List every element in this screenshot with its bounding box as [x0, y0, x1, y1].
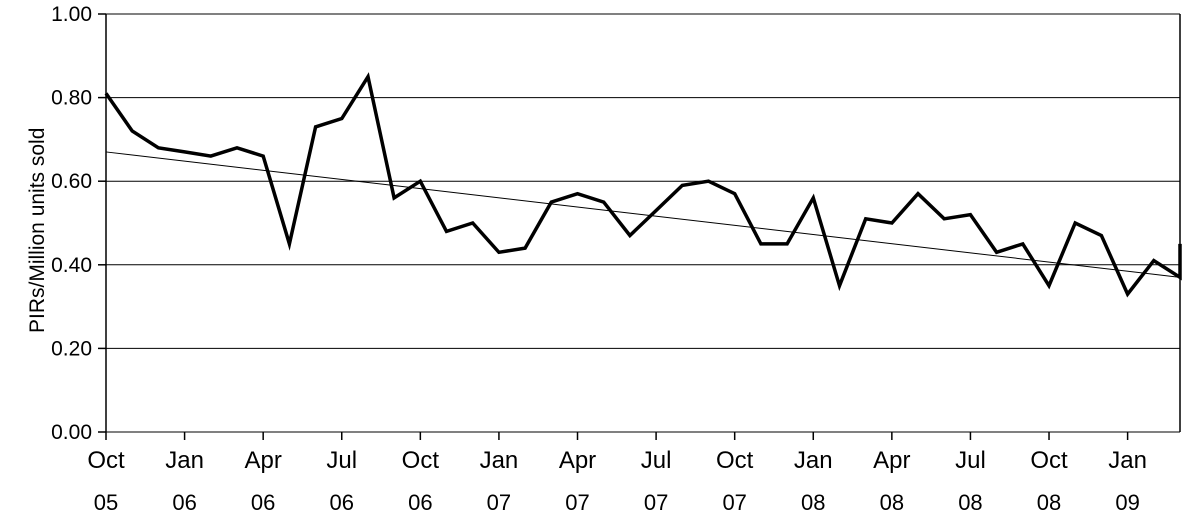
x-tick-year: 09 [1115, 490, 1139, 515]
y-tick-label: 0.80 [51, 87, 92, 110]
x-tick-year: 07 [487, 490, 511, 515]
x-tick-year: 08 [1037, 490, 1061, 515]
x-tick-year: 06 [251, 490, 275, 515]
x-tick-month: Jan [165, 447, 204, 474]
x-tick-year: 06 [172, 490, 196, 515]
x-tick-month: Oct [716, 447, 754, 474]
x-tick-year: 08 [880, 490, 904, 515]
x-tick-month: Jan [480, 447, 519, 474]
chart-container: PIRs/Million units sold 0.00 0.20 0.40 0.60… [0, 0, 1200, 531]
y-tick-label: 0.20 [51, 337, 92, 360]
y-axis-label: PIRs/Million units sold [26, 128, 50, 333]
x-tick-year: 08 [958, 490, 982, 515]
x-tick-year: 06 [330, 490, 354, 515]
x-tick-month: Apr [873, 447, 910, 474]
x-tick-month: Jan [1108, 447, 1147, 474]
data-series [106, 77, 1180, 294]
x-tick-month: Apr [559, 447, 596, 474]
y-tick-label: 0.40 [51, 254, 92, 277]
x-tick-year: 07 [644, 490, 668, 515]
x-tick-month: Oct [87, 447, 125, 474]
x-tick-year: 07 [722, 490, 746, 515]
x-tick-year: 05 [94, 490, 118, 515]
x-tick-month: Oct [402, 447, 440, 474]
y-tick-label: 0.00 [51, 421, 92, 444]
x-tick-year: 06 [408, 490, 432, 515]
x-tick-year: 07 [565, 490, 589, 515]
x-tick-month: Jul [955, 447, 986, 474]
x-tick-month: Jan [794, 447, 833, 474]
y-tick-label: 0.60 [51, 170, 92, 193]
x-tick-month: Jul [641, 447, 672, 474]
y-tick-label: 1.00 [51, 3, 92, 26]
x-tick-month: Oct [1030, 447, 1068, 474]
x-tick-year: 08 [801, 490, 825, 515]
x-tick-month: Jul [326, 447, 357, 474]
x-tick-month: Apr [244, 447, 281, 474]
line-chart: 0.00 0.20 0.40 0.60 0.80 1.00 Oct 05 Jan 06 Apr 06 J… [0, 0, 1200, 531]
